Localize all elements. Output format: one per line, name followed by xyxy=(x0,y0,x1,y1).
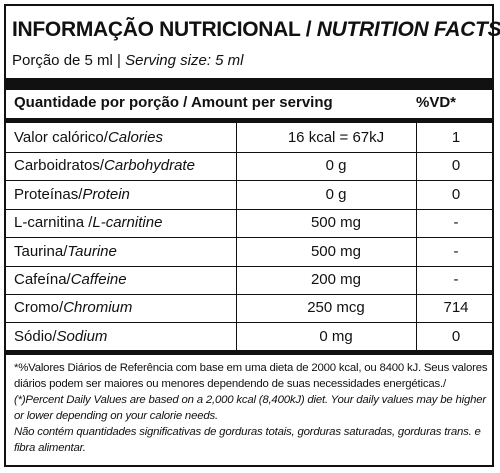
nutrient-name-pt: Carboidratos/ xyxy=(14,157,105,175)
nutrient-amount: 0 mg xyxy=(319,327,353,345)
table-row: Cromo/Chromium 250 mcg 714 xyxy=(6,293,492,324)
nutrient-vd: - xyxy=(453,271,459,288)
nutrient-vd: - xyxy=(453,242,459,260)
nutrient-name-pt: Sódio/ xyxy=(14,327,57,345)
footnote: *%Valores Diários de Referência com base… xyxy=(14,360,488,456)
nutrient-amount: 0 g xyxy=(325,185,347,203)
nutrient-name: Cromo/Chromium xyxy=(14,299,132,316)
nutrient-name-pt: Valor calórico/ xyxy=(14,129,108,146)
title-en: NUTRITION FACTS xyxy=(316,18,500,41)
nutrient-name-en: Carbohydrate xyxy=(104,157,195,175)
nutrient-vd: 714 xyxy=(443,299,469,317)
table-row: L-carnitina /L-carnitine 500 mg - xyxy=(6,208,492,239)
nutrient-amount: 16 kcal = 67kJ xyxy=(287,129,385,146)
nutrient-name-pt: Proteínas/ xyxy=(14,185,83,203)
table-row: Taurina/Taurine 500 mg - xyxy=(6,237,492,267)
nutrient-name-en: Protein xyxy=(82,185,130,203)
nutrient-name-en: Calories xyxy=(107,129,163,146)
nutrition-label: INFORMAÇÃO NUTRICIONAL / NUTRITION FACTS… xyxy=(4,4,500,467)
nutrient-name-en: Sodium xyxy=(56,327,108,345)
table-row: Proteínas/Protein 0 g 0 xyxy=(6,180,492,210)
table-row: Cafeína/Caffeine 200 mg - xyxy=(6,265,492,295)
nutrient-name: Sódio/Sodium xyxy=(14,328,107,345)
nutrient-name-pt: Cafeína/ xyxy=(14,271,71,288)
column-divider-vd xyxy=(416,123,417,355)
nutrient-name: Valor calórico/Calories xyxy=(14,129,163,146)
nutrient-amount: 0 g xyxy=(325,157,347,175)
serving-en: Serving size: 5 ml xyxy=(125,52,244,69)
serving-pt: Porção de 5 ml | xyxy=(12,52,121,69)
nutrient-name-pt: Cromo/ xyxy=(14,299,64,317)
nutrient-name-pt: L-carnitina / xyxy=(14,214,93,232)
nutrient-name-en: L-carnitine xyxy=(92,214,163,232)
nutrient-amount: 500 mg xyxy=(310,214,362,232)
table-bottom-rule xyxy=(6,350,492,355)
label-title: INFORMAÇÃO NUTRICIONAL / NUTRITION FACTS xyxy=(12,18,500,42)
nutrient-name-en: Chromium xyxy=(63,299,133,317)
footnote-note: Não contém quantidades significativas de… xyxy=(14,426,481,454)
table-row: Carboidratos/Carbohydrate 0 g 0 xyxy=(6,151,492,182)
nutrient-name-pt: Taurina/ xyxy=(14,242,68,260)
nutrient-name: Cafeína/Caffeine xyxy=(14,271,127,288)
footnote-pt: *%Valores Diários de Referência com base… xyxy=(14,362,488,390)
column-header-vd: %VD* xyxy=(416,94,457,111)
column-header-quantity: Quantidade por porção / Amount per servi… xyxy=(14,94,333,111)
nutrient-name: Proteínas/Protein xyxy=(14,186,130,203)
nutrient-amount: 200 mg xyxy=(310,271,362,288)
nutrient-vd: - xyxy=(453,214,459,232)
nutrient-name-en: Caffeine xyxy=(70,271,127,288)
title-pt: INFORMAÇÃO NUTRICIONAL / xyxy=(12,18,312,41)
nutrient-amount: 250 mcg xyxy=(307,299,365,317)
nutrient-vd: 0 xyxy=(451,327,461,345)
table-row: Sódio/Sodium 0 mg 0 xyxy=(6,322,492,351)
nutrient-name-en: Taurine xyxy=(67,242,117,260)
nutrient-vd: 0 xyxy=(451,157,461,175)
nutrient-name: Carboidratos/Carbohydrate xyxy=(14,157,195,174)
nutrient-name: Taurina/Taurine xyxy=(14,243,117,260)
nutrient-name: L-carnitina /L-carnitine xyxy=(14,214,162,231)
header-rule xyxy=(6,78,492,90)
nutrient-amount: 500 mg xyxy=(310,242,362,260)
nutrient-vd: 0 xyxy=(451,185,461,203)
serving-size: Porção de 5 ml | Serving size: 5 ml xyxy=(12,52,244,69)
footnote-en: (*)Percent Daily Values are based on a 2… xyxy=(14,394,486,422)
table-row: Valor calórico/Calories 16 kcal = 67kJ 1 xyxy=(6,123,492,153)
column-header-rule xyxy=(6,118,492,123)
nutrient-vd: 1 xyxy=(451,129,461,146)
column-divider-amount xyxy=(236,123,237,355)
